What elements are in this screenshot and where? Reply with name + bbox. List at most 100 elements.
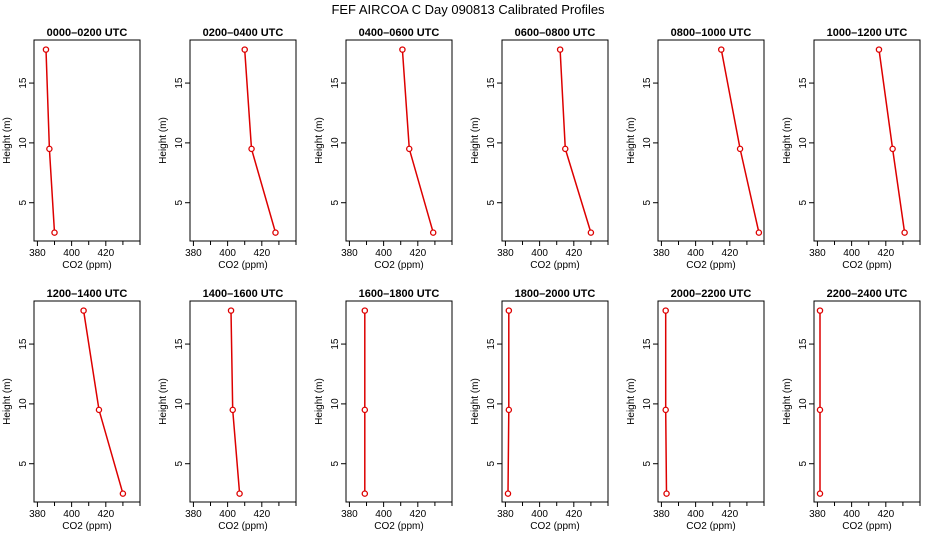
panel-title: 0000–0200 UTC	[47, 27, 128, 39]
x-axis-label: CO2 (ppm)	[62, 521, 111, 532]
x-tick-label: 420	[253, 509, 270, 520]
panel-title: 2200–2400 UTC	[827, 288, 908, 300]
data-point	[236, 490, 243, 497]
y-axis-label: Height (m)	[314, 378, 325, 425]
x-tick-label: 400	[375, 248, 392, 259]
x-axis-label: CO2 (ppm)	[374, 521, 423, 532]
data-point	[755, 229, 763, 236]
panel-title: 1600–1800 UTC	[359, 288, 440, 300]
y-axis-label: Height (m)	[158, 117, 169, 164]
profile-line	[664, 310, 668, 494]
profile-line	[720, 49, 760, 233]
y-tick-label: 15	[798, 338, 809, 350]
y-tick-label: 5	[642, 199, 653, 205]
x-tick-label: 400	[375, 509, 392, 520]
data-point	[505, 307, 513, 314]
panel-title: 0800–1000 UTC	[671, 27, 752, 39]
x-axis-label: CO2 (ppm)	[62, 260, 111, 271]
y-tick-label: 10	[798, 398, 809, 410]
plot-frame	[501, 300, 609, 503]
x-tick-label: 420	[97, 509, 114, 520]
x-tick-label: 400	[531, 509, 548, 520]
data-point	[229, 406, 236, 414]
x-tick-label: 420	[721, 248, 738, 259]
x-tick-label: 380	[497, 248, 514, 259]
data-point	[361, 490, 369, 497]
data-point	[429, 229, 437, 236]
y-tick-label: 5	[798, 199, 809, 205]
x-axis-label: CO2 (ppm)	[218, 521, 267, 532]
figure-title: FEF AIRCOA C Day 090813 Calibrated Profi…	[331, 2, 605, 17]
data-point	[875, 46, 883, 53]
x-tick-label: 380	[185, 248, 202, 259]
profile-line	[507, 310, 510, 494]
x-tick-label: 380	[29, 509, 46, 520]
y-tick-label: 5	[330, 199, 341, 205]
y-tick-label: 5	[642, 460, 653, 466]
plot-frame	[189, 39, 297, 242]
panel-title: 1400–1600 UTC	[203, 288, 284, 300]
data-point	[562, 145, 569, 153]
x-tick-label: 380	[653, 248, 670, 259]
x-axis-label: CO2 (ppm)	[218, 260, 267, 271]
y-tick-label: 10	[486, 398, 497, 410]
y-tick-label: 15	[174, 338, 185, 350]
x-tick-label: 400	[63, 509, 80, 520]
x-axis-label: CO2 (ppm)	[530, 260, 579, 271]
y-tick-label: 15	[486, 77, 497, 89]
data-point	[80, 307, 87, 314]
data-point	[505, 406, 513, 414]
data-point	[663, 490, 670, 497]
data-point	[241, 46, 248, 53]
y-tick-label: 5	[330, 460, 341, 466]
x-axis-label: CO2 (ppm)	[374, 260, 423, 271]
y-tick-label: 15	[330, 338, 341, 350]
x-axis-label: CO2 (ppm)	[842, 260, 891, 271]
data-point	[736, 145, 744, 153]
plot-frame	[345, 300, 453, 503]
plot-frame	[501, 39, 609, 242]
data-point	[718, 46, 725, 53]
y-tick-label: 15	[174, 77, 185, 89]
x-tick-label: 400	[531, 248, 548, 259]
data-point	[46, 145, 53, 153]
y-tick-label: 15	[18, 338, 29, 350]
x-tick-label: 420	[565, 509, 582, 520]
data-point	[816, 406, 824, 414]
y-axis-label: Height (m)	[470, 378, 481, 425]
plot-frame	[813, 300, 921, 503]
y-tick-label: 5	[18, 460, 29, 466]
y-axis-label: Height (m)	[2, 378, 13, 425]
x-tick-label: 420	[877, 509, 894, 520]
x-tick-label: 420	[409, 248, 426, 259]
plot-frame	[33, 300, 141, 503]
y-axis-label: Height (m)	[470, 117, 481, 164]
panel-title: 1000–1200 UTC	[827, 27, 908, 39]
x-tick-label: 380	[29, 248, 46, 259]
x-tick-label: 400	[687, 509, 704, 520]
y-tick-label: 15	[18, 77, 29, 89]
plot-frame	[657, 300, 765, 503]
data-point	[361, 307, 369, 314]
data-point	[816, 307, 824, 314]
y-tick-label: 5	[486, 460, 497, 466]
data-point	[119, 490, 127, 497]
x-tick-label: 400	[843, 248, 860, 259]
data-point	[406, 145, 413, 153]
x-tick-label: 380	[653, 509, 670, 520]
x-tick-label: 420	[409, 509, 426, 520]
panel-title: 1800–2000 UTC	[515, 288, 596, 300]
y-tick-label: 5	[18, 199, 29, 205]
y-tick-label: 10	[18, 398, 29, 410]
y-axis-label: Height (m)	[626, 378, 637, 425]
y-tick-label: 10	[330, 398, 341, 410]
y-tick-label: 5	[486, 199, 497, 205]
